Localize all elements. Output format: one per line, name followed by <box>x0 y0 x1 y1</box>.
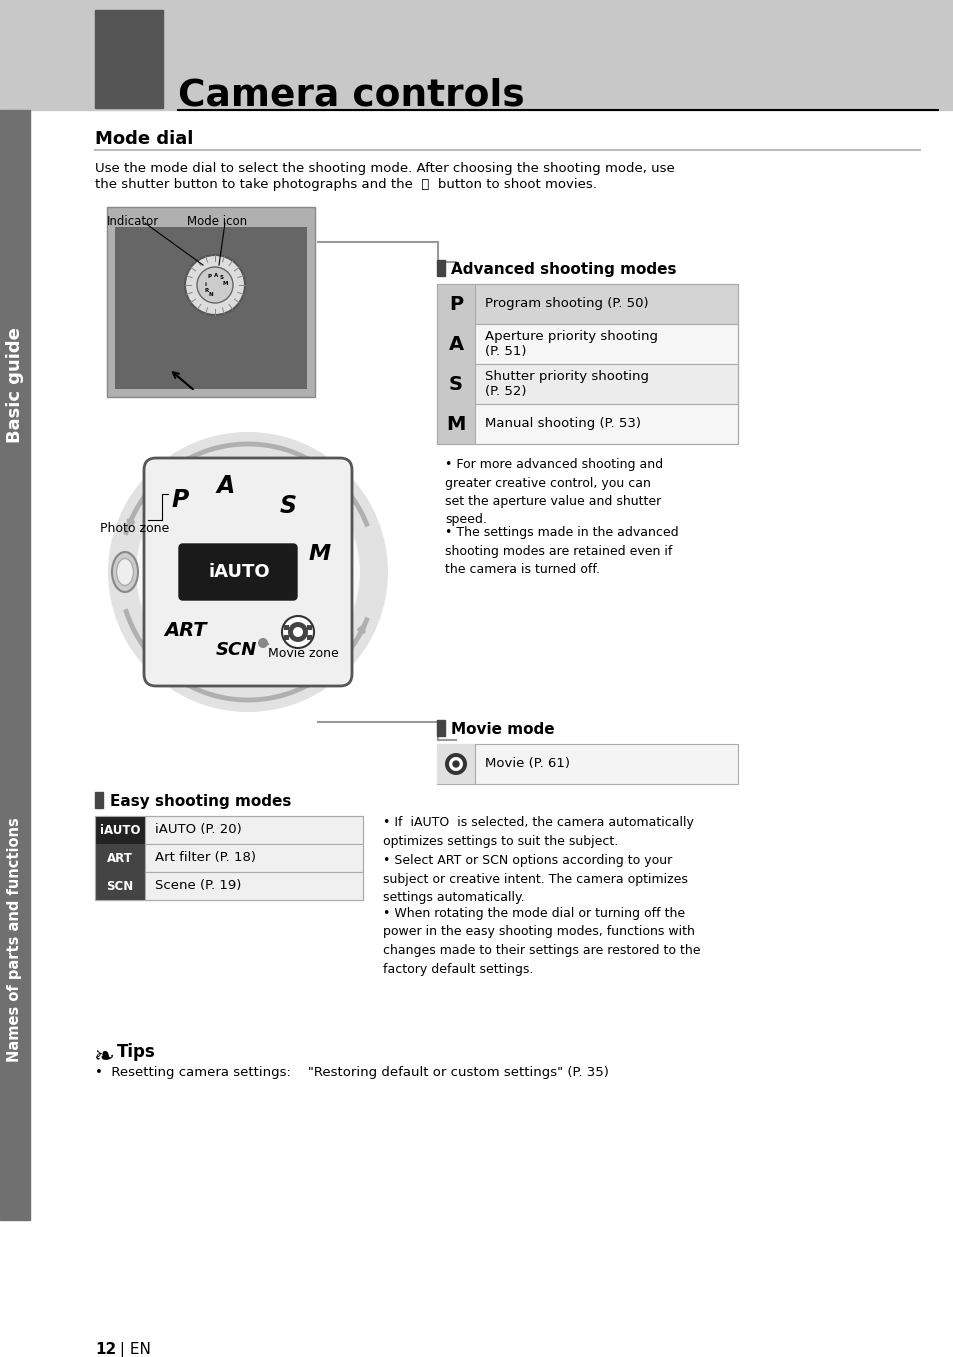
Bar <box>95 873 363 900</box>
Bar <box>95 816 363 900</box>
Bar <box>95 816 363 844</box>
Text: SCN: SCN <box>215 641 256 660</box>
Bar <box>284 624 289 630</box>
Circle shape <box>185 255 245 315</box>
Bar <box>436 364 475 404</box>
Bar <box>307 624 312 630</box>
Bar <box>436 744 738 784</box>
Text: Shutter priority shooting
(P. 52): Shutter priority shooting (P. 52) <box>484 370 648 398</box>
Text: iAUTO (P. 20): iAUTO (P. 20) <box>154 824 241 836</box>
Text: ❧: ❧ <box>92 1045 113 1069</box>
Circle shape <box>449 757 462 771</box>
Circle shape <box>257 638 268 649</box>
Text: •  Resetting camera settings:    "Restoring default or custom settings" (P. 35): • Resetting camera settings: "Restoring … <box>95 1067 608 1079</box>
Text: A: A <box>213 273 218 278</box>
Bar <box>436 404 475 444</box>
Bar <box>436 284 738 444</box>
Text: M: M <box>309 544 331 565</box>
Text: Camera controls: Camera controls <box>178 77 524 114</box>
Text: Tips: Tips <box>117 1044 155 1061</box>
Circle shape <box>288 622 308 642</box>
Text: Program shooting (P. 50): Program shooting (P. 50) <box>484 297 648 311</box>
Text: ART: ART <box>165 620 207 639</box>
Bar <box>436 261 444 275</box>
Text: • When rotating the mode dial or turning off the
power in the easy shooting mode: • When rotating the mode dial or turning… <box>382 906 700 976</box>
Bar <box>0 650 30 1220</box>
Text: M: M <box>446 414 465 433</box>
Text: iAUTO: iAUTO <box>208 563 270 581</box>
Text: • The settings made in the advanced
shooting modes are retained even if
the came: • The settings made in the advanced shoo… <box>444 527 678 575</box>
Text: • Select ART or SCN options according to your
subject or creative intent. The ca: • Select ART or SCN options according to… <box>382 854 687 904</box>
Text: Aperture priority shooting
(P. 51): Aperture priority shooting (P. 51) <box>484 330 658 358</box>
Bar <box>0 110 30 650</box>
Bar <box>436 744 475 784</box>
Bar <box>107 208 314 398</box>
Text: Mode icon: Mode icon <box>187 214 247 228</box>
Text: Indicator: Indicator <box>107 214 159 228</box>
Bar <box>436 721 444 735</box>
Text: P: P <box>449 294 462 313</box>
Text: Advanced shooting modes: Advanced shooting modes <box>451 262 676 277</box>
Bar <box>95 816 145 844</box>
Text: Names of parts and functions: Names of parts and functions <box>8 818 23 1063</box>
Text: S: S <box>449 375 462 394</box>
Text: Manual shooting (P. 53): Manual shooting (P. 53) <box>484 418 640 430</box>
Text: • For more advanced shooting and
greater creative control, you can
set the apert: • For more advanced shooting and greater… <box>444 459 662 527</box>
Text: Basic guide: Basic guide <box>6 327 24 442</box>
Bar <box>436 364 738 404</box>
Circle shape <box>282 616 314 649</box>
Text: P: P <box>172 489 189 512</box>
Text: Movie zone: Movie zone <box>268 647 338 660</box>
Text: Art filter (P. 18): Art filter (P. 18) <box>154 851 255 864</box>
Ellipse shape <box>112 552 138 592</box>
Bar <box>436 284 738 324</box>
Bar <box>95 844 363 873</box>
Circle shape <box>293 627 303 636</box>
Bar <box>95 844 145 873</box>
Text: S: S <box>220 275 224 281</box>
Bar <box>115 227 307 389</box>
Circle shape <box>444 753 467 775</box>
Text: SCN: SCN <box>107 879 133 893</box>
Text: | EN: | EN <box>115 1342 151 1357</box>
Ellipse shape <box>116 559 133 585</box>
Text: Scene (P. 19): Scene (P. 19) <box>154 879 241 893</box>
Text: Photo zone: Photo zone <box>100 522 169 535</box>
Text: i: i <box>204 282 206 288</box>
Text: A: A <box>216 474 234 498</box>
Text: R: R <box>204 288 209 293</box>
Text: • If  iAUTO  is selected, the camera automatically
optimizes settings to suit th: • If iAUTO is selected, the camera autom… <box>382 816 693 848</box>
Text: M: M <box>222 281 228 286</box>
Text: Easy shooting modes: Easy shooting modes <box>110 794 291 809</box>
Circle shape <box>108 432 388 712</box>
Bar <box>436 324 475 364</box>
Bar <box>436 324 738 364</box>
FancyBboxPatch shape <box>179 544 296 600</box>
Circle shape <box>196 267 233 303</box>
Text: iAUTO: iAUTO <box>100 824 140 836</box>
Text: Mode dial: Mode dial <box>95 130 193 148</box>
Bar <box>307 635 312 639</box>
Bar <box>95 9 163 109</box>
Text: Movie (P. 61): Movie (P. 61) <box>484 757 569 771</box>
Bar <box>95 792 103 807</box>
Text: S: S <box>279 494 296 518</box>
Circle shape <box>453 761 458 767</box>
Text: 12: 12 <box>95 1342 116 1357</box>
Text: Movie mode: Movie mode <box>451 722 554 737</box>
Text: Use the mode dial to select the shooting mode. After choosing the shooting mode,: Use the mode dial to select the shooting… <box>95 161 674 175</box>
Text: N: N <box>209 292 213 297</box>
Bar <box>95 873 145 900</box>
Bar <box>436 284 475 324</box>
Bar <box>436 404 738 444</box>
FancyBboxPatch shape <box>144 459 352 687</box>
Circle shape <box>136 460 359 684</box>
Text: A: A <box>448 334 463 354</box>
Bar <box>0 0 953 110</box>
Text: the shutter button to take photographs and the  Ⓞ  button to shoot movies.: the shutter button to take photographs a… <box>95 178 597 191</box>
Text: P: P <box>207 274 211 280</box>
Text: ART: ART <box>107 851 132 864</box>
Bar <box>284 635 289 639</box>
